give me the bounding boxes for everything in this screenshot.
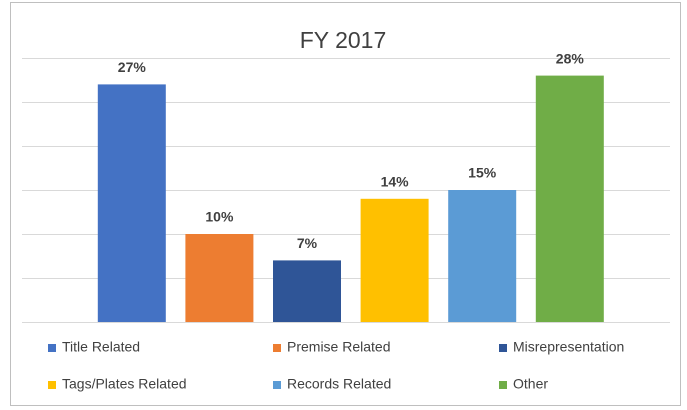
data-label: 15% xyxy=(468,165,497,181)
legend-label: Misrepresentation xyxy=(513,339,624,355)
legend-swatch xyxy=(499,381,507,389)
bar xyxy=(273,260,341,322)
data-label: 7% xyxy=(297,235,318,251)
legend-label: Premise Related xyxy=(287,339,391,355)
data-label: 27% xyxy=(118,59,147,75)
legend-label: Records Related xyxy=(287,376,391,392)
bar xyxy=(185,234,254,322)
legend-label: Tags/Plates Related xyxy=(62,376,187,392)
bar xyxy=(97,84,166,323)
legend-label: Other xyxy=(513,376,548,392)
bar xyxy=(360,198,429,322)
legend-swatch xyxy=(499,344,507,352)
data-label: 28% xyxy=(556,50,585,66)
chart-title: FY 2017 xyxy=(300,27,387,53)
data-label: 14% xyxy=(381,174,410,190)
bar xyxy=(535,75,604,322)
bar xyxy=(448,190,517,322)
data-label: 10% xyxy=(205,209,234,225)
legend-swatch xyxy=(48,344,56,352)
legend-label: Title Related xyxy=(62,339,140,355)
legend-swatch xyxy=(48,381,56,389)
legend-swatch xyxy=(273,344,281,352)
legend-swatch xyxy=(273,381,281,389)
